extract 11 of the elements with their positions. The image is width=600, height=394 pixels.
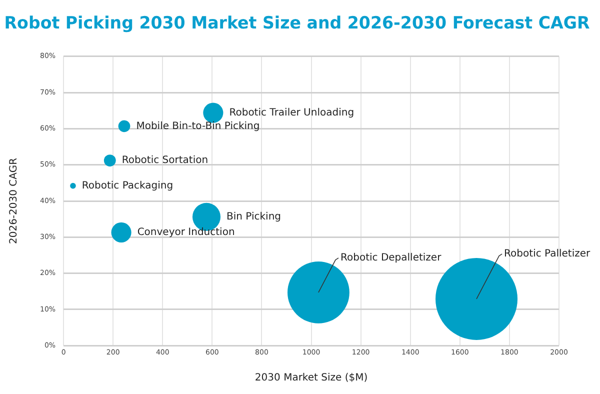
annotation: Mobile Bin-to-Bin Picking: [136, 120, 260, 132]
annotation: Robotic Trailer Unloading: [229, 107, 354, 118]
annotation: Robotic Sortation: [122, 155, 208, 166]
y-axis-title: 2026-2030 CAGR: [8, 158, 20, 244]
x-axis-title: 2030 Market Size ($M): [254, 372, 368, 384]
annotation: Robotic Palletizer: [504, 248, 592, 260]
annotation: Robotic Depalletizer: [340, 252, 442, 264]
annotation: Conveyor Induction: [137, 227, 235, 238]
annotation: Bin Picking: [226, 212, 282, 222]
annotation: Robotic Packaging: [82, 180, 174, 192]
chart-title: Robot Picking 2030 Market Size and 2026-2030 Forecast CAGR: [4, 12, 590, 33]
